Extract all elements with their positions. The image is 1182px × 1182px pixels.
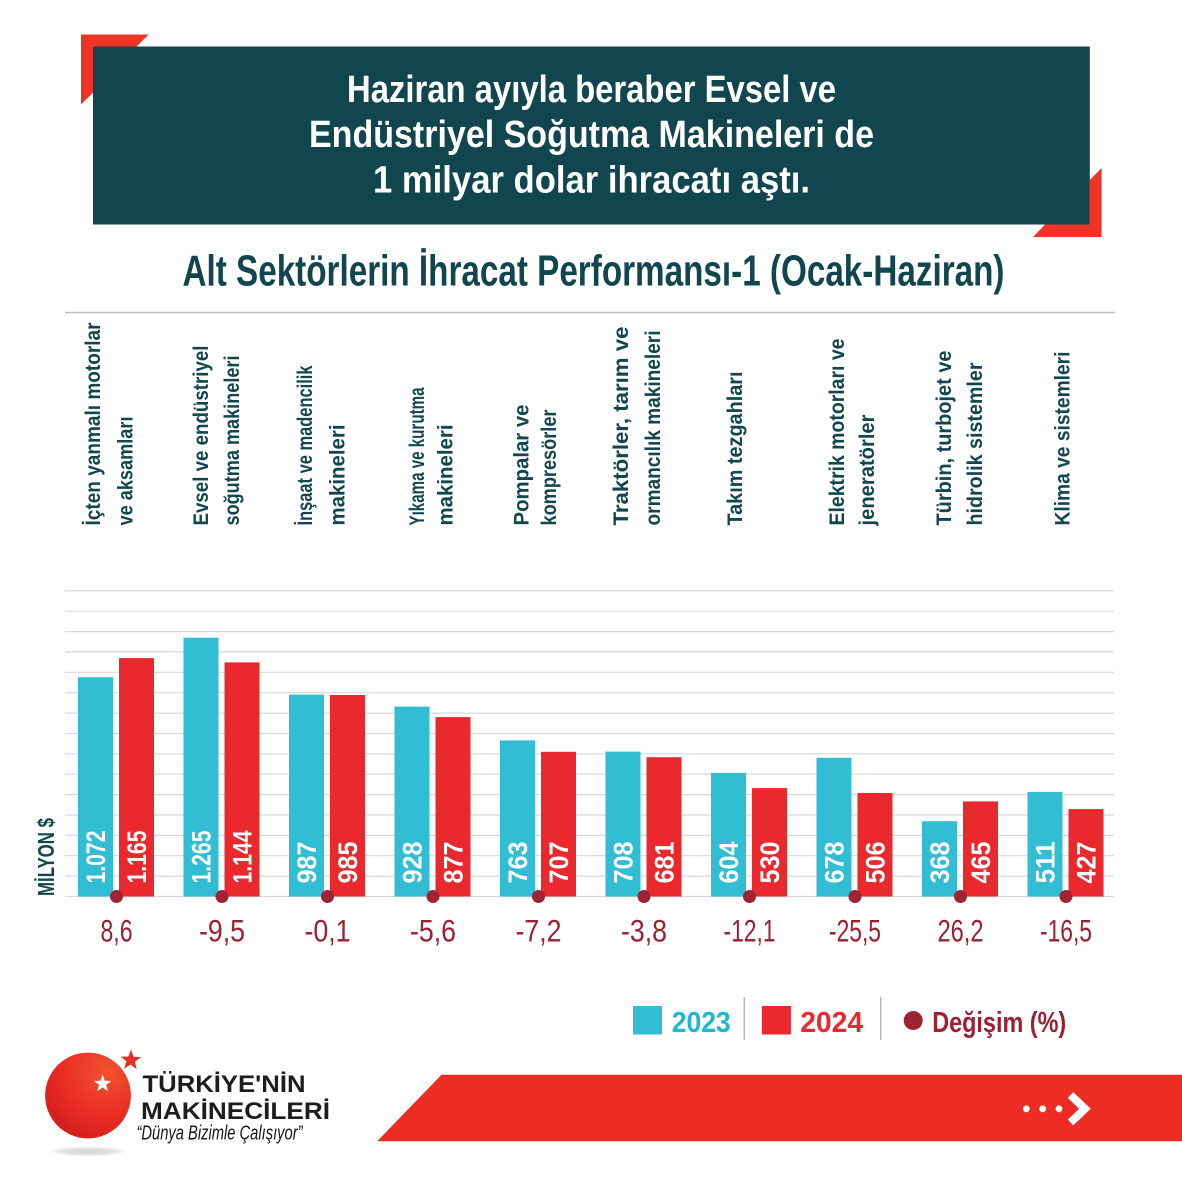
svg-text:2024: 2024	[800, 1007, 863, 1039]
svg-text:-25,5: -25,5	[829, 913, 881, 949]
svg-text:-7,2: -7,2	[516, 913, 562, 949]
svg-text:1.165: 1.165	[122, 831, 152, 884]
svg-text:İnşaat ve madencilik: İnşaat ve madencilik	[293, 365, 317, 525]
svg-text:MAKİNECİLERİ: MAKİNECİLERİ	[141, 1098, 330, 1125]
svg-text:-16,5: -16,5	[1040, 913, 1092, 949]
svg-text:427: 427	[1072, 842, 1102, 884]
svg-text:Haziran ayıyla beraber Evsel v: Haziran ayıyla beraber Evsel ve	[347, 69, 836, 111]
svg-text:İçten yanmalı motorlar: İçten yanmalı motorlar	[81, 322, 105, 526]
svg-text:hidrolik sistemler: hidrolik sistemler	[963, 362, 987, 526]
svg-text:soğutma makineleri: soğutma makineleri	[220, 356, 244, 526]
svg-text:26,2: 26,2	[938, 913, 984, 949]
svg-text:708: 708	[609, 842, 639, 884]
svg-text:Endüstriyel Soğutma Makineleri: Endüstriyel Soğutma Makineleri de	[309, 114, 874, 156]
svg-text:-5,6: -5,6	[410, 913, 456, 949]
svg-text:511: 511	[1031, 842, 1061, 884]
svg-text:Takım tezgahları: Takım tezgahları	[723, 372, 747, 526]
svg-text:-0,1: -0,1	[305, 913, 351, 949]
svg-text:Yıkama ve kurutma: Yıkama ve kurutma	[405, 387, 429, 526]
svg-text:763: 763	[503, 842, 533, 884]
svg-text:877: 877	[439, 842, 469, 884]
svg-text:makineleri: makineleri	[326, 425, 350, 526]
svg-text:MİLYON $: MİLYON $	[33, 818, 59, 896]
svg-text:Alt Sektörlerin İhracat Perfor: Alt Sektörlerin İhracat Performansı-1 (O…	[183, 247, 1005, 296]
svg-text:368: 368	[925, 842, 955, 884]
svg-text:928: 928	[398, 842, 428, 884]
svg-text:Klima ve sistemleri: Klima ve sistemleri	[1050, 352, 1074, 526]
svg-text:1.144: 1.144	[228, 831, 258, 884]
svg-text:ve aksamları: ve aksamları	[114, 417, 138, 526]
svg-text:Evsel ve endüstriyel: Evsel ve endüstriyel	[189, 346, 213, 526]
svg-text:kompresörler: kompresörler	[537, 409, 561, 526]
svg-text:-3,8: -3,8	[621, 913, 667, 949]
svg-text:Türbin, turbojet ve: Türbin, turbojet ve	[932, 350, 956, 525]
svg-text:TÜRKİYE'NİN: TÜRKİYE'NİN	[143, 1071, 306, 1098]
svg-text:604: 604	[714, 842, 744, 884]
svg-text:1 milyar dolar ihracatı aştı.: 1 milyar dolar ihracatı aştı.	[373, 160, 810, 202]
svg-text:Traktörler, tarım ve: Traktörler, tarım ve	[609, 326, 633, 525]
svg-text:Değişim (%): Değişim (%)	[932, 1007, 1066, 1039]
svg-text:707: 707	[544, 842, 574, 884]
svg-text:ormancılık makineleri: ormancılık makineleri	[641, 331, 665, 526]
svg-text:Pompalar ve: Pompalar ve	[510, 404, 534, 525]
svg-text:-9,5: -9,5	[199, 913, 245, 949]
svg-text:987: 987	[292, 842, 322, 884]
svg-text:681: 681	[650, 842, 680, 884]
svg-text:“Dünya Bizimle Çalışıyor”: “Dünya Bizimle Çalışıyor”	[137, 1123, 304, 1145]
svg-text:1.072: 1.072	[81, 831, 111, 884]
svg-text:2023: 2023	[672, 1007, 731, 1039]
svg-text:makineleri: makineleri	[433, 425, 457, 526]
svg-text:506: 506	[861, 842, 891, 884]
svg-text:530: 530	[755, 842, 785, 884]
svg-text:jeneratörler: jeneratörler	[855, 414, 879, 527]
svg-text:-12,1: -12,1	[724, 913, 776, 949]
svg-text:1.265: 1.265	[187, 831, 217, 884]
svg-text:678: 678	[820, 842, 850, 884]
svg-text:465: 465	[966, 842, 996, 884]
svg-text:8,6: 8,6	[101, 913, 133, 949]
svg-text:Elektrik motorları ve: Elektrik motorları ve	[825, 338, 849, 525]
svg-text:985: 985	[333, 842, 363, 884]
